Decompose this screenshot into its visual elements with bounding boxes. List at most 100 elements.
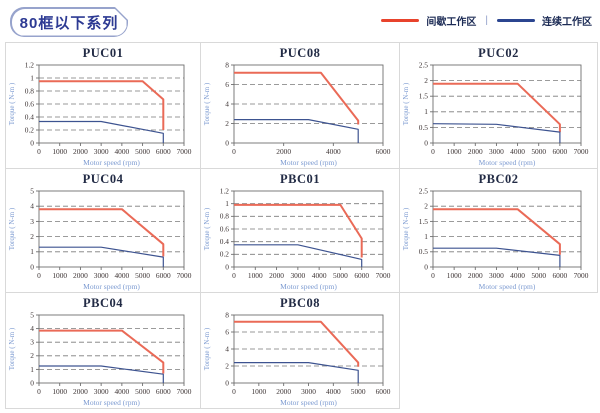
chart-title: PBC02 <box>478 172 519 186</box>
svg-text:3: 3 <box>30 217 34 226</box>
svg-text:4000: 4000 <box>114 271 129 280</box>
svg-text:2: 2 <box>424 202 428 211</box>
chart-title: PUC08 <box>279 46 321 60</box>
svg-text:2000: 2000 <box>276 387 291 396</box>
svg-text:8: 8 <box>225 61 229 69</box>
chart-title: PUC01 <box>82 46 124 60</box>
svg-text:4000: 4000 <box>326 387 341 396</box>
continuous-zone-line-icon <box>497 18 535 23</box>
svg-text:Torque ( N-m ): Torque ( N-m ) <box>203 327 211 370</box>
chart-plot-PUC04: 0 1 2 3 4 5 0 1000 2000 3000 4000 5000 6000 7000 Motor… <box>6 187 200 292</box>
svg-text:5000: 5000 <box>531 271 546 280</box>
svg-text:1.2: 1.2 <box>220 187 230 195</box>
svg-text:Torque ( N-m ): Torque ( N-m ) <box>8 327 16 370</box>
svg-text:6000: 6000 <box>376 387 391 396</box>
svg-text:0: 0 <box>431 271 435 280</box>
svg-text:2000: 2000 <box>468 271 483 280</box>
svg-text:4000: 4000 <box>326 147 341 156</box>
svg-text:3000: 3000 <box>489 271 504 280</box>
svg-text:0: 0 <box>431 147 435 156</box>
svg-text:2000: 2000 <box>468 147 483 156</box>
svg-text:1.5: 1.5 <box>419 92 429 101</box>
svg-text:1000: 1000 <box>447 147 462 156</box>
svg-text:2: 2 <box>225 119 229 128</box>
svg-text:3000: 3000 <box>94 271 109 280</box>
svg-text:2: 2 <box>30 232 34 241</box>
svg-text:Torque ( N-m ): Torque ( N-m ) <box>402 207 410 250</box>
svg-text:0.5: 0.5 <box>419 247 429 256</box>
chart-cell-PUC01: PUC01 0 0.2 0.4 0.6 0.8 1 1.2 0 1000 2000 3000 4000 5… <box>6 43 201 169</box>
svg-text:5000: 5000 <box>351 387 366 396</box>
svg-text:2000: 2000 <box>73 147 88 156</box>
svg-text:0.8: 0.8 <box>25 86 35 95</box>
svg-text:0: 0 <box>225 138 229 147</box>
svg-text:4000: 4000 <box>510 271 525 280</box>
svg-text:3000: 3000 <box>94 387 109 396</box>
svg-text:1.2: 1.2 <box>25 61 35 69</box>
svg-text:2.5: 2.5 <box>419 61 429 69</box>
svg-text:5000: 5000 <box>333 271 348 280</box>
svg-text:1000: 1000 <box>251 387 266 396</box>
chart-cell-PUC08: PUC08 0 2 4 6 8 0 2000 4000 6000 Motor speed (rpm)… <box>201 43 400 169</box>
svg-text:0.5: 0.5 <box>419 123 429 132</box>
svg-text:1000: 1000 <box>52 271 67 280</box>
svg-text:Torque ( N-m ): Torque ( N-m ) <box>8 207 16 250</box>
svg-text:0.6: 0.6 <box>220 224 230 233</box>
svg-text:7000: 7000 <box>177 387 192 396</box>
svg-text:Motor speed (rpm): Motor speed (rpm) <box>83 282 140 291</box>
svg-text:4: 4 <box>30 202 34 211</box>
empty-grid-cell <box>400 293 598 409</box>
svg-text:6000: 6000 <box>156 387 171 396</box>
svg-text:0.2: 0.2 <box>25 125 35 134</box>
svg-text:0.8: 0.8 <box>220 212 230 221</box>
chart-title: PUC04 <box>82 172 124 186</box>
svg-text:6000: 6000 <box>156 271 171 280</box>
svg-text:5000: 5000 <box>135 387 150 396</box>
svg-text:1.5: 1.5 <box>419 217 429 226</box>
svg-text:4: 4 <box>225 344 229 353</box>
chart-title: PUC02 <box>478 46 519 60</box>
svg-text:4000: 4000 <box>312 271 327 280</box>
chart-plot-PUC02: 0 0.5 1 1.5 2 2.5 0 1000 2000 3000 4000 5000 6000 700… <box>400 61 597 168</box>
svg-text:Motor speed (rpm): Motor speed (rpm) <box>479 282 536 291</box>
svg-text:3000: 3000 <box>301 387 316 396</box>
svg-text:1: 1 <box>424 107 428 116</box>
page-title: 80框以下系列 <box>19 14 119 32</box>
chart-plot-PBC04: 0 1 2 3 4 5 0 1000 2000 3000 4000 5000 6000 7000 Motor… <box>6 311 200 408</box>
svg-text:Motor speed (rpm): Motor speed (rpm) <box>83 398 140 407</box>
chart-cell-PBC04: PBC04 0 1 2 3 4 5 0 1000 2000 3000 4000 5000 6000 7000… <box>6 293 201 409</box>
continuous-zone-label: 连续工作区 <box>542 17 592 28</box>
svg-text:Motor speed (rpm): Motor speed (rpm) <box>280 398 337 407</box>
svg-text:6000: 6000 <box>552 271 567 280</box>
svg-text:2: 2 <box>30 351 34 360</box>
svg-text:4: 4 <box>225 99 229 108</box>
series-title-badge-inner: 80框以下系列 <box>12 9 127 36</box>
chart-title: PBC01 <box>280 172 320 186</box>
svg-text:2000: 2000 <box>269 271 284 280</box>
svg-text:0: 0 <box>37 271 41 280</box>
svg-text:5000: 5000 <box>135 271 150 280</box>
svg-text:0: 0 <box>37 387 41 396</box>
chart-plot-PBC02: 0 0.5 1 1.5 2 2.5 0 1000 2000 3000 4000 5000 6000 700… <box>400 187 597 292</box>
svg-text:Torque ( N-m ): Torque ( N-m ) <box>8 82 16 125</box>
svg-text:3000: 3000 <box>489 147 504 156</box>
svg-text:8: 8 <box>225 311 229 319</box>
chart-plot-PUC01: 0 0.2 0.4 0.6 0.8 1 1.2 0 1000 2000 3000 4000 5000 60… <box>6 61 200 168</box>
legend-separator: | <box>485 15 488 26</box>
svg-text:0: 0 <box>30 262 34 271</box>
svg-text:5: 5 <box>30 187 34 195</box>
chart-plot-PBC08: 0 2 4 6 8 0 1000 2000 3000 4000 5000 6000 Motor spee… <box>201 311 399 408</box>
svg-text:0: 0 <box>424 262 428 271</box>
chart-title: PBC08 <box>280 296 320 310</box>
svg-text:0.4: 0.4 <box>25 112 35 121</box>
svg-text:7000: 7000 <box>177 147 192 156</box>
svg-text:2000: 2000 <box>73 387 88 396</box>
svg-text:0.4: 0.4 <box>220 237 230 246</box>
chart-plot-PUC08: 0 2 4 6 8 0 2000 4000 6000 Motor speed (rpm) Torqu… <box>201 61 399 168</box>
charts-grid: PUC01 0 0.2 0.4 0.6 0.8 1 1.2 0 1000 2000 3000 4000 5… <box>5 42 598 409</box>
svg-text:1000: 1000 <box>248 271 263 280</box>
svg-text:6: 6 <box>225 80 229 89</box>
chart-title: PBC04 <box>83 296 123 310</box>
svg-text:6000: 6000 <box>552 147 567 156</box>
